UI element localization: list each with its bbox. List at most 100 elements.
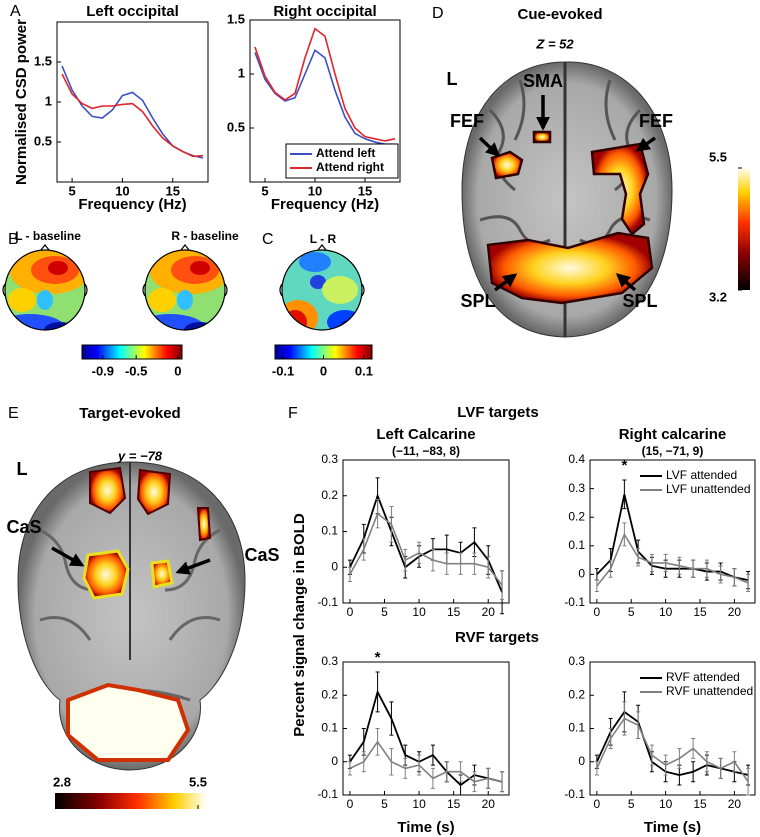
annotation: * — [621, 457, 627, 474]
chart-title: Left Calcarine — [376, 426, 475, 443]
y-tick-label: 1.5 — [227, 11, 245, 26]
y-tick-label: 0 — [331, 754, 338, 768]
colorbar-label: 0 — [320, 363, 327, 378]
series-line — [349, 740, 503, 783]
y-tick-label: 0.3 — [321, 452, 338, 466]
series-line — [596, 494, 749, 582]
chart-subtitle: (−11, −83, 8) — [392, 444, 460, 458]
legend-box — [285, 143, 399, 179]
panel-label: C — [262, 231, 274, 248]
region-label: SPL — [460, 291, 495, 311]
panel-label: E — [8, 405, 19, 422]
x-tick-label: 0 — [594, 605, 601, 619]
colorbar-label: -0.5 — [125, 363, 147, 378]
y-tick-label: 0.5 — [227, 119, 245, 134]
x-tick-label: 15 — [358, 183, 372, 198]
panel-label: A — [10, 3, 21, 20]
plot-frame — [249, 19, 401, 183]
y-tick-label: -0.1 — [564, 787, 585, 801]
series-line — [349, 689, 503, 787]
region-label: CaS — [6, 517, 41, 537]
y-tick-label: 0.1 — [568, 538, 585, 552]
y-tick-label: 0 — [578, 754, 585, 768]
y-tick-label: 0.2 — [568, 687, 585, 701]
colorbar-label: -0.9 — [92, 363, 114, 378]
series-line — [254, 48, 395, 145]
x-tick-label: 10 — [659, 605, 673, 619]
group-title: LVF targets — [457, 404, 538, 421]
series-line — [349, 512, 503, 586]
x-tick-label: 20 — [482, 605, 496, 619]
x-tick-label: 15 — [693, 605, 707, 619]
y-tick-label: 0.3 — [568, 481, 585, 495]
x-tick-label: 20 — [482, 797, 496, 811]
region-label: SMA — [523, 71, 563, 91]
x-tick-label: 10 — [115, 183, 129, 198]
y-tick-label: 0.3 — [321, 654, 338, 668]
y-tick-label: -0.1 — [317, 595, 338, 609]
x-tick-label: 0 — [347, 605, 354, 619]
x-tick-label: 15 — [166, 183, 180, 198]
chart-title: Right occipital — [273, 3, 376, 20]
chart-title: Left occipital — [86, 3, 179, 20]
colorbar-label: 0.1 — [355, 363, 373, 378]
chart-title: Right calcarine — [619, 426, 727, 443]
region-label: L — [447, 69, 458, 89]
colorbar — [55, 793, 205, 809]
region-label: SPL — [622, 291, 657, 311]
y-tick-label: 0.5 — [34, 133, 52, 148]
series-line — [349, 493, 503, 593]
series-line — [254, 27, 396, 142]
colorbar-label: -0.1 — [272, 363, 294, 378]
legend-label: RVF unattended — [666, 684, 753, 698]
x-tick-label: 10 — [412, 605, 426, 619]
x-axis-label: Frequency (Hz) — [271, 196, 379, 213]
colorbar-label: 0 — [174, 363, 181, 378]
x-tick-label: 5 — [381, 797, 388, 811]
region-label: L — [17, 459, 28, 479]
topomap — [145, 250, 225, 330]
series-line — [61, 73, 204, 158]
legend-label: RVF attended — [666, 670, 740, 684]
region-label: FEF — [639, 111, 673, 131]
y-tick-label: -0.1 — [564, 595, 585, 609]
x-tick-label: 10 — [659, 797, 673, 811]
region-label: FEF — [450, 111, 484, 131]
chart-subtitle: (15, −71, 9) — [642, 444, 704, 458]
plot-frame — [342, 459, 510, 604]
brain-axial — [461, 61, 673, 338]
x-axis-label: Frequency (Hz) — [78, 196, 186, 213]
y-tick-label: 0 — [331, 559, 338, 573]
y-axis-label: Percent signal change in BOLD — [291, 513, 308, 737]
y-tick-label: 0.1 — [568, 721, 585, 735]
colorbar-label: 3.2 — [709, 289, 727, 304]
x-tick-label: 15 — [447, 797, 461, 811]
region-label: CaS — [244, 545, 279, 565]
panel-label: B — [8, 231, 19, 248]
y-tick-label: 0.2 — [568, 509, 585, 523]
x-tick-label: 20 — [728, 797, 742, 811]
x-tick-label: 5 — [261, 183, 268, 198]
group-title: RVF targets — [455, 629, 539, 646]
panel-label: D — [432, 5, 444, 22]
x-tick-label: 5 — [628, 797, 635, 811]
x-tick-label: 10 — [308, 183, 322, 198]
x-tick-label: 10 — [412, 797, 426, 811]
topomap-title: R - baseline — [171, 229, 239, 243]
panel-title: Cue-evoked — [517, 6, 602, 23]
y-tick-label: 0.4 — [568, 452, 585, 466]
legend-label: Attend left — [316, 146, 375, 160]
series-line — [596, 532, 749, 587]
colorbar-label: 2.8 — [53, 774, 71, 789]
plot-frame — [589, 459, 756, 604]
legend-label: Attend right — [316, 160, 384, 174]
slice-label: y = −78 — [117, 448, 163, 463]
y-tick-label: -0.1 — [317, 787, 338, 801]
topomap — [282, 250, 362, 330]
panel-label: F — [288, 405, 298, 422]
y-tick-label: 1.5 — [34, 53, 52, 68]
colorbar — [81, 344, 183, 360]
x-tick-label: 0 — [347, 797, 354, 811]
y-tick-label: 1 — [238, 65, 245, 80]
